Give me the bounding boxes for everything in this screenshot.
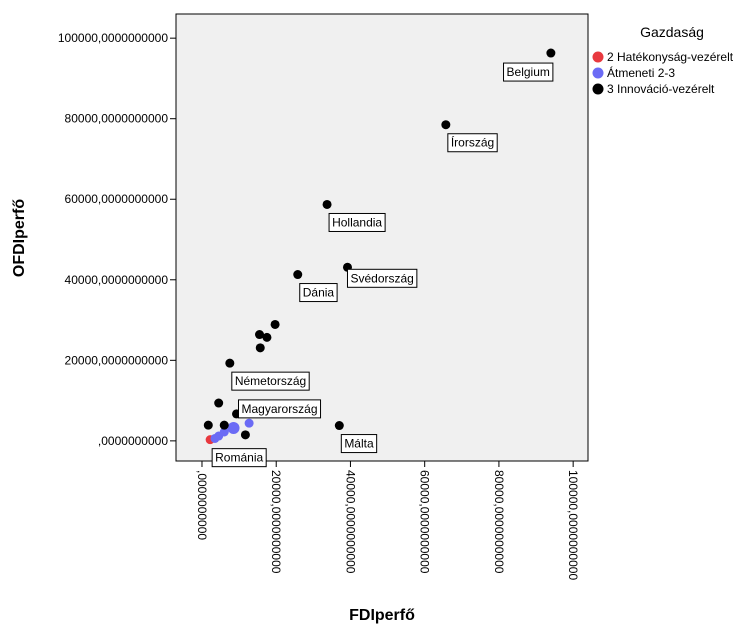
point-label-text: Németország (235, 374, 306, 388)
point-label-box (328, 212, 386, 232)
data-point (219, 427, 229, 437)
x-tick-label: ,0000000000 (195, 470, 209, 540)
point-label: Belgium (503, 62, 554, 82)
legend-marker (592, 51, 604, 63)
point-label: Románia (211, 448, 267, 468)
legend-label: 2 Hatékonyság-vezérelt (607, 50, 734, 64)
point-labels: Belgium Írország Hollandia Dánia Svédország N… (211, 62, 554, 468)
data-point (270, 319, 280, 329)
x-axis-ticks: ,0000000000 20000,0000000000 40000,0000000… (195, 461, 580, 580)
data-point (240, 430, 250, 440)
data-point (225, 358, 235, 368)
point-label-text: Hollandia (332, 215, 382, 229)
point-label: Málta (340, 434, 378, 454)
y-tick-label: 100000,0000000000 (58, 31, 168, 45)
legend-title: Gazdaság (640, 24, 704, 40)
data-point (334, 421, 344, 431)
legend-marker (592, 83, 604, 95)
x-tick-label: 80000,0000000000 (492, 470, 506, 574)
point-label-text: Dánia (303, 286, 335, 300)
y-tick-label: 60000,0000000000 (65, 192, 169, 206)
x-tick-label: 60000,0000000000 (418, 470, 432, 574)
point-label-text: Málta (344, 437, 374, 451)
data-point (203, 420, 213, 430)
point-label: Írország (447, 133, 498, 153)
point-label-text: Írország (451, 135, 494, 150)
point-label: Svédország (346, 268, 418, 288)
y-tick-label: 20000,0000000000 (65, 353, 169, 367)
point-label-box (231, 371, 310, 391)
y-tick-label: ,0000000000 (98, 434, 168, 448)
data-point (227, 421, 240, 434)
point-label: Dánia (299, 283, 338, 303)
x-tick-label: 40000,0000000000 (343, 470, 357, 574)
y-tick-label: 40000,0000000000 (65, 273, 169, 287)
data-point (219, 420, 229, 430)
point-label-text: Belgium (507, 65, 550, 79)
point-label-text: Románia (215, 451, 263, 465)
point-label-box (447, 133, 498, 153)
data-point (214, 398, 224, 408)
data-point (210, 433, 220, 443)
point-label-text: Svédország (350, 271, 413, 285)
data-point (322, 199, 332, 209)
legend-label: Átmeneti 2-3 (607, 65, 675, 80)
point-label-box (346, 268, 418, 288)
point-label-box (340, 434, 378, 454)
legend-label: 3 Innováció-vezérelt (607, 82, 715, 96)
point-label-box (503, 62, 554, 82)
point-label-box (211, 448, 267, 468)
point-label-box (299, 283, 338, 303)
point-label: Németország (231, 371, 310, 391)
point-label: Hollandia (328, 212, 386, 232)
data-point (546, 48, 556, 58)
data-point (244, 418, 254, 428)
data-points (203, 48, 556, 445)
x-axis-title: FDIperfő (349, 607, 415, 624)
data-point (441, 120, 451, 130)
x-tick-label: 20000,0000000000 (269, 470, 283, 574)
point-label: Magyarország (238, 399, 322, 419)
y-axis-ticks: ,0000000000 20000,0000000000 40000,0000000… (58, 31, 176, 448)
point-label-box (238, 399, 322, 419)
data-point (293, 270, 303, 280)
y-tick-label: 80000,0000000000 (65, 112, 169, 126)
x-tick-label: 100000,0000000000 (566, 470, 580, 580)
legend-marker (592, 67, 604, 79)
data-point (255, 343, 265, 353)
point-label-text: Magyarország (242, 402, 318, 416)
y-axis-title: OFDIperfő (11, 199, 28, 277)
data-point (262, 332, 272, 342)
data-point (255, 330, 265, 340)
